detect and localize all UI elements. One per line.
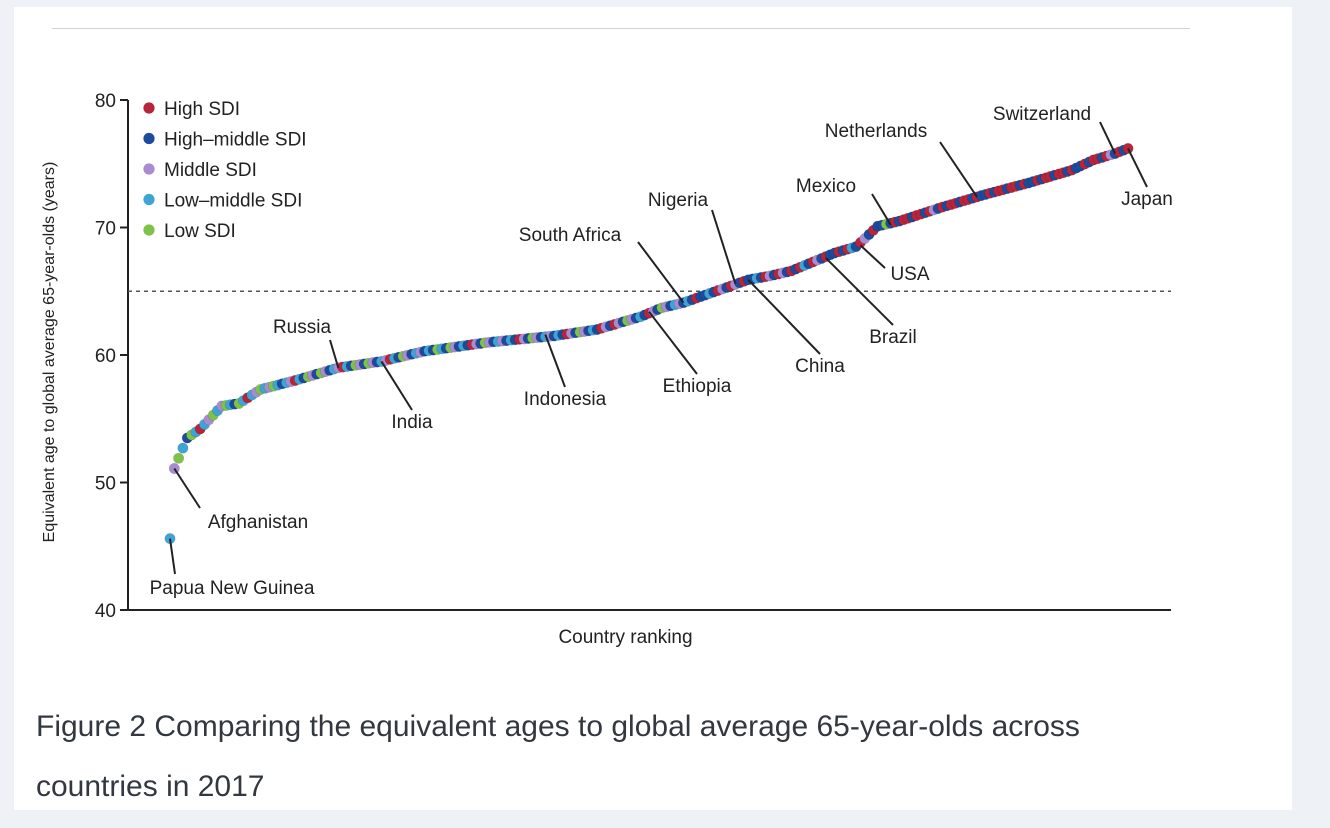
annotation-leader <box>871 193 892 226</box>
annotation-label: Indonesia <box>524 389 607 410</box>
annotation-label: Russia <box>273 317 332 338</box>
caption-line-2: countries in 2017 <box>36 770 265 803</box>
annotation-label: China <box>795 356 845 377</box>
annotation-leader <box>711 209 737 284</box>
y-tick-label: 60 <box>95 346 116 367</box>
annotation-label: Afghanistan <box>208 512 308 533</box>
legend-label: High SDI <box>164 99 240 120</box>
annotation-leader <box>173 467 201 509</box>
annotation-leader <box>380 360 413 411</box>
annotation-label: Switzerland <box>993 104 1091 125</box>
data-point <box>177 442 189 454</box>
annotation-label: Ethiopia <box>663 376 732 397</box>
annotation-leader <box>544 334 566 388</box>
x-axis-label: Country ranking <box>558 627 692 648</box>
annotation-label: Nigeria <box>648 190 709 211</box>
annotation-label: Mexico <box>796 176 856 197</box>
legend-marker <box>143 193 155 206</box>
annotations: Papua New Guinea Afghanistan Russia India In… <box>150 104 1173 599</box>
annotation-label: Brazil <box>869 327 917 348</box>
annotation-leader <box>1099 121 1117 155</box>
figure-caption: Figure 2 Comparing the equivalent ages t… <box>36 697 1256 817</box>
annotation-leader <box>648 311 698 375</box>
axes: 40 50 60 70 80 Country ranking Equivalent age … <box>41 91 1171 648</box>
top-divider <box>52 28 1190 29</box>
annotation-label: USA <box>890 264 929 285</box>
annotation-leader <box>637 241 685 304</box>
annotation-label: India <box>391 412 433 433</box>
legend-label: Low–middle SDI <box>164 191 302 212</box>
y-tick-label: 50 <box>95 474 116 495</box>
y-axis-label: Equivalent age to global average 65-year… <box>41 162 58 543</box>
y-tick-label: 40 <box>95 601 116 622</box>
scatter-chart: 40 50 60 70 80 Country ranking Equivalent age … <box>41 91 1173 648</box>
annotation-leader <box>859 244 886 269</box>
annotation-leader <box>825 257 894 326</box>
data-points <box>164 142 1134 545</box>
annotation-leader <box>169 538 176 575</box>
legend-label: Low SDI <box>164 221 236 242</box>
annotation-leader <box>939 141 978 198</box>
legend-label: Middle SDI <box>164 160 257 181</box>
legend-marker <box>143 163 155 175</box>
annotation-leader <box>329 339 340 369</box>
legend-marker <box>143 224 155 236</box>
annotation-label: South Africa <box>519 225 622 246</box>
y-tick-label: 80 <box>95 91 116 112</box>
legend-marker <box>143 132 155 145</box>
figure-card: 40 50 60 70 80 Country ranking Equivalent age … <box>14 7 1292 810</box>
y-tick-label: 70 <box>95 219 116 240</box>
annotation-label: Japan <box>1121 189 1173 210</box>
annotation-label: Netherlands <box>825 121 927 142</box>
annotation-label: Papua New Guinea <box>150 578 315 599</box>
legend-label: High–middle SDI <box>164 130 307 151</box>
legend: High SDI High–middle SDI Middle SDI Low–mid… <box>143 99 307 242</box>
legend-marker <box>143 102 155 114</box>
annotation-leader <box>747 279 821 355</box>
caption-line-1: Figure 2 Comparing the equivalent ages t… <box>36 710 1080 743</box>
data-point <box>173 452 185 464</box>
annotation-leader <box>1127 147 1148 188</box>
